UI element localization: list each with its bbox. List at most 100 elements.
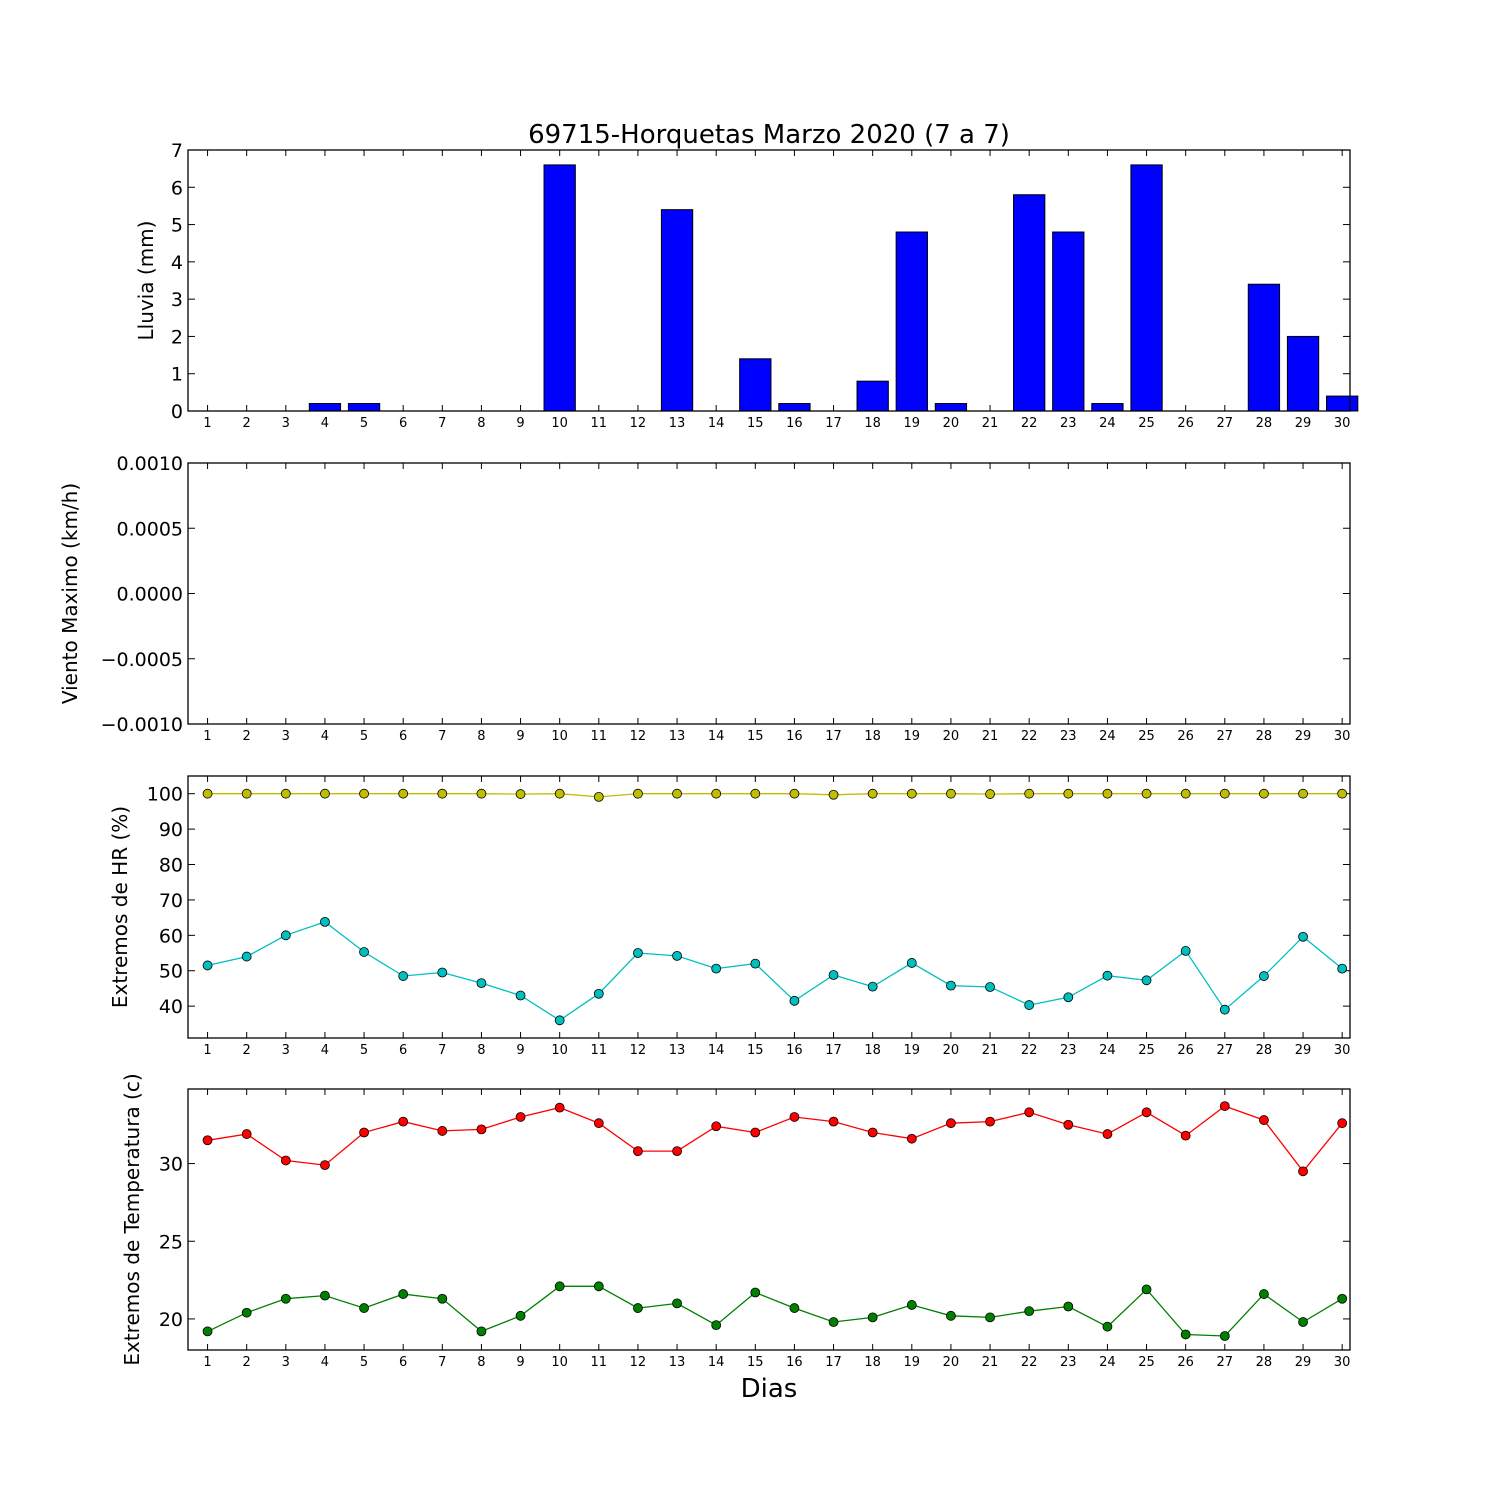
x-tick-label: 8 [477, 416, 485, 431]
x-tick-label: 9 [516, 1355, 524, 1370]
series-point [359, 788, 369, 799]
x-tick-label: 15 [747, 729, 764, 744]
x-tick-label: 19 [904, 1355, 921, 1370]
series-point [593, 988, 604, 999]
series-point [241, 1307, 252, 1318]
rain-bar [895, 231, 928, 412]
rain-bar [1130, 164, 1163, 412]
x-tick-label: 13 [669, 729, 686, 744]
series-point [672, 950, 682, 961]
y-axis-label: Extremos de Temperatura (c) [120, 1073, 144, 1365]
x-tick-label: 20 [943, 1043, 960, 1058]
x-tick-label: 7 [438, 416, 446, 431]
axes-frame [187, 462, 1351, 725]
x-tick-label: 25 [1138, 416, 1155, 431]
series-point [554, 1102, 565, 1113]
x-tick-label: 4 [321, 1043, 329, 1058]
x-tick-label: 30 [1334, 416, 1351, 431]
series-point [398, 1289, 409, 1299]
series-point [554, 1015, 565, 1026]
series-point [711, 1320, 722, 1331]
y-tick-label: 50 [159, 961, 183, 983]
x-tick-label: 7 [438, 1043, 446, 1058]
x-tick-label: 15 [747, 1043, 764, 1058]
series-point [1141, 1107, 1152, 1118]
x-tick-label: 4 [321, 729, 329, 744]
x-tick-label: 17 [825, 1043, 842, 1058]
x-tick-label: 3 [282, 729, 290, 744]
y-tick-label: 4 [171, 252, 183, 274]
y-tick-label: 2 [171, 326, 183, 348]
x-tick-label: 22 [1021, 1043, 1038, 1058]
x-tick-label: 22 [1021, 729, 1038, 744]
axes-frame [187, 149, 1351, 412]
x-tick-label: 11 [591, 1043, 608, 1058]
x-tick-label: 18 [864, 416, 881, 431]
series-point [280, 1293, 291, 1304]
x-tick-label: 30 [1334, 1355, 1351, 1370]
series-point [398, 1116, 409, 1127]
x-tick-label: 23 [1060, 416, 1077, 431]
x-tick-label: 16 [786, 1355, 803, 1370]
x-tick-label: 1 [203, 1043, 211, 1058]
series-point [359, 1127, 369, 1138]
x-tick-label: 24 [1099, 1355, 1116, 1370]
x-tick-label: 22 [1021, 416, 1038, 431]
series-point [1102, 970, 1113, 981]
series-point [633, 948, 643, 958]
series-point [867, 981, 878, 992]
series-point [515, 990, 526, 1001]
x-tick-label: 29 [1295, 1355, 1312, 1370]
series-point [867, 788, 878, 799]
y-tick-label: 30 [159, 1154, 183, 1176]
series-line [207, 1285, 1343, 1337]
y-tick-label: 90 [159, 819, 183, 841]
x-tick-label: 12 [630, 416, 647, 431]
rain-bar [1326, 395, 1359, 412]
x-tick-label: 2 [243, 1043, 251, 1058]
x-tick-label: 27 [1217, 729, 1234, 744]
x-tick-label: 20 [943, 729, 960, 744]
x-tick-label: 15 [747, 1355, 764, 1370]
x-tick-label: 6 [399, 729, 407, 744]
x-tick-label: 11 [591, 1355, 608, 1370]
rain-bar [1013, 194, 1046, 412]
x-tick-label: 26 [1177, 416, 1194, 431]
series-point [1102, 1321, 1113, 1332]
x-tick-label: 12 [630, 1355, 647, 1370]
x-tick-label: 24 [1099, 1043, 1116, 1058]
x-tick-label: 1 [203, 416, 211, 431]
series-point [593, 791, 604, 802]
x-tick-label: 6 [399, 1043, 407, 1058]
series-point [828, 789, 839, 800]
series-point [320, 1290, 330, 1301]
series-point [476, 1326, 487, 1337]
y-tick-label: 3 [171, 289, 183, 311]
series-point [554, 788, 565, 799]
series-point [985, 789, 995, 799]
x-tick-label: 26 [1177, 1355, 1194, 1370]
x-tick-label: 10 [551, 1355, 568, 1370]
series-point [1337, 1118, 1348, 1129]
x-tick-label: 20 [943, 416, 960, 431]
y-tick-label: −0.0005 [101, 649, 183, 671]
series-point [1219, 1101, 1230, 1111]
series-point [1063, 992, 1074, 1003]
y-tick-label: 0 [171, 401, 183, 423]
x-tick-label: 3 [282, 416, 290, 431]
series-point [828, 1317, 839, 1327]
x-tick-label: 21 [982, 729, 999, 744]
x-tick-label: 22 [1021, 1355, 1038, 1370]
series-point [437, 788, 448, 799]
x-tick-label: 5 [360, 1355, 368, 1370]
x-tick-label: 3 [282, 1355, 290, 1370]
rain-bar [739, 358, 772, 412]
x-tick-label: 13 [669, 1043, 686, 1058]
x-tick-label: 15 [747, 416, 764, 431]
x-tick-label: 11 [591, 416, 608, 431]
series-point [789, 1303, 800, 1313]
y-axis-label: Extremos de HR (%) [108, 806, 132, 1008]
series-point [1298, 931, 1308, 942]
